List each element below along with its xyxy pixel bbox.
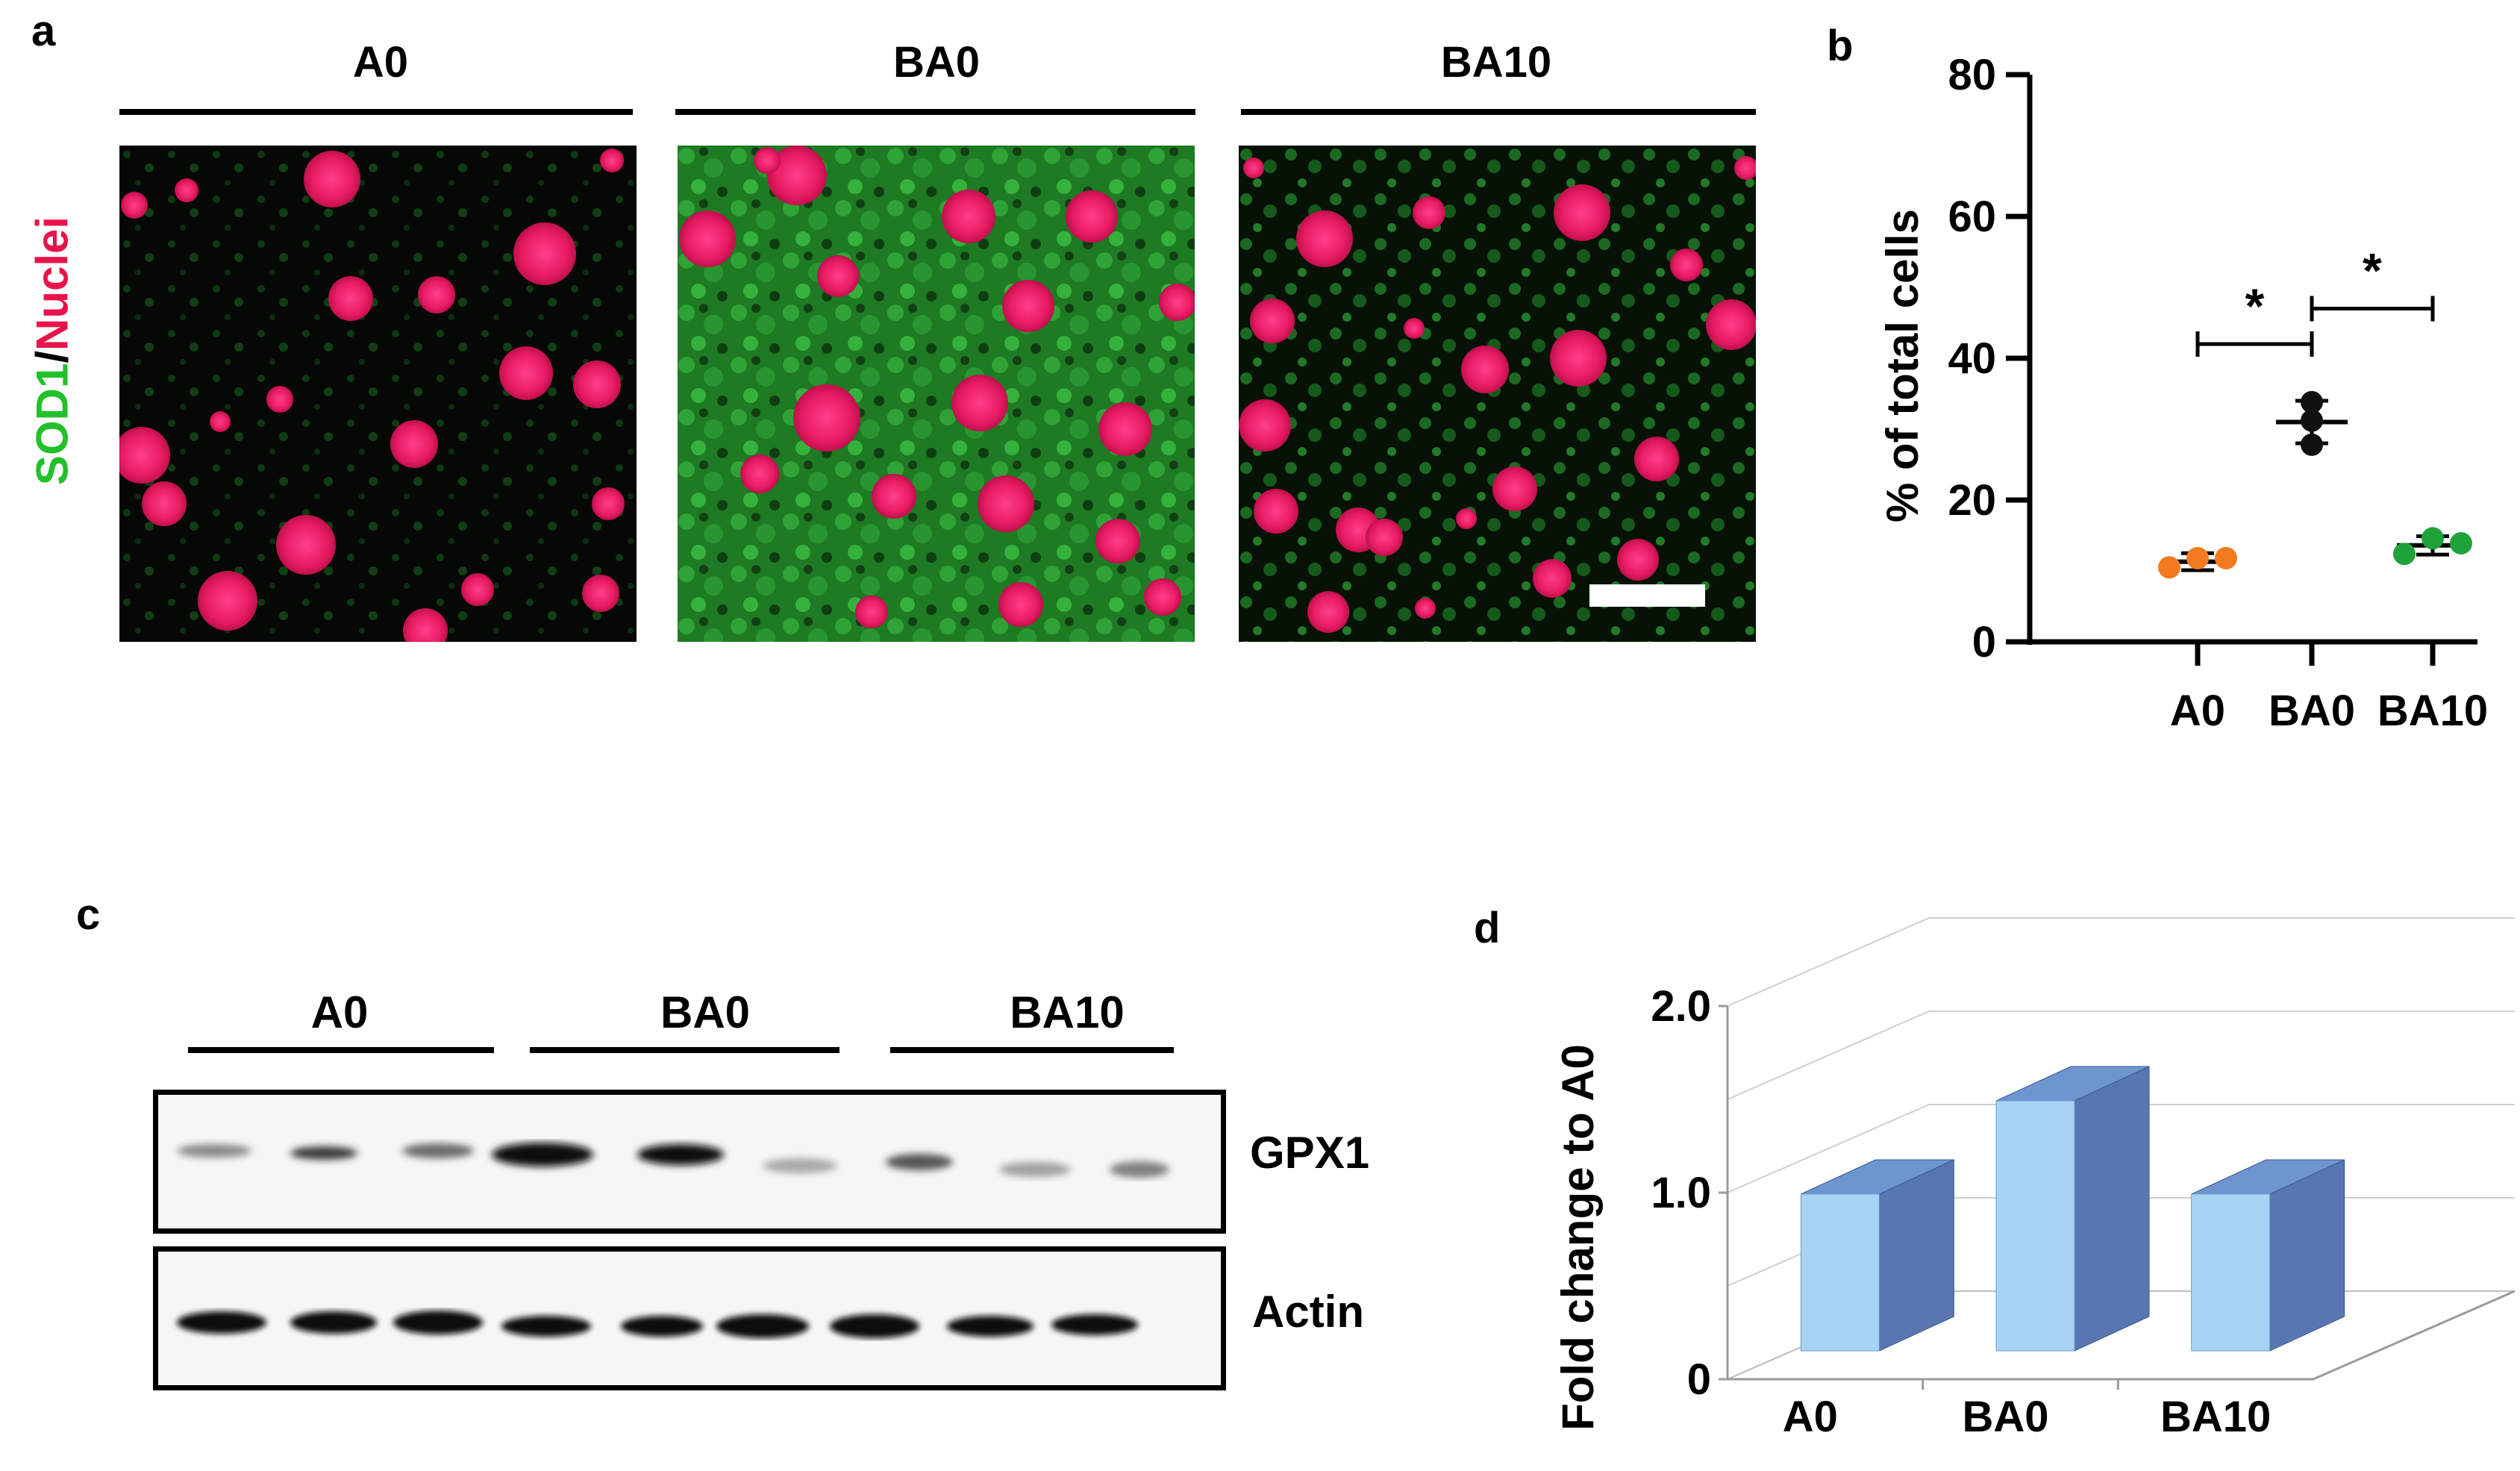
y-tick-label: 80: [1948, 51, 1996, 99]
panel-c-label: c: [76, 890, 101, 939]
y-tick-label: 0: [1687, 1355, 1711, 1404]
panel-a-rule-a0: [119, 109, 633, 115]
panel-c-rule-ba0: [530, 1047, 840, 1053]
bar-front: [1995, 1100, 2075, 1352]
panel-c-rule-ba10: [890, 1047, 1174, 1053]
panel-a-title-ba0: BA0: [892, 38, 981, 87]
blot-label-actin: Actin: [1252, 1287, 1364, 1337]
ylabel-nuclei: Nuclei: [27, 216, 78, 351]
x-tick-label: BA10: [2377, 687, 2488, 735]
data-point: [2421, 527, 2444, 550]
panel-c-title-ba0: BA0: [660, 987, 751, 1037]
panel-d-chart: 0 1.0 2.0 Fold change to A0 A0 BA0 BA10: [1553, 917, 2515, 1441]
data-point: [2186, 546, 2209, 569]
bar-front: [2191, 1193, 2271, 1352]
panel-a-label: a: [31, 7, 56, 55]
y-tick-label: 20: [1948, 476, 1996, 525]
ylabel-slash: /: [27, 351, 78, 363]
panel-c-title-a0: A0: [310, 987, 369, 1037]
panel-b-label: b: [1827, 22, 1854, 70]
micrograph-ba0: [678, 146, 1195, 642]
y-tick-label: 60: [1948, 193, 1996, 241]
panel-b-chart: 0 20 40 60 80 A0 BA0 BA10 % of total cells * *: [1878, 51, 2488, 735]
blot-gpx1: [153, 1090, 1226, 1234]
y-axis-label: Fold change to A0: [1553, 1044, 1603, 1431]
micrograph-ba10: [1239, 146, 1756, 642]
ylabel-sod1: SOD1: [27, 363, 78, 486]
panel-c-rule-a0: [188, 1047, 494, 1053]
x-tick-label: BA0: [2269, 687, 2355, 735]
panel-a-rule-ba10: [1241, 109, 1756, 115]
micrograph-a0: [119, 146, 637, 642]
data-point: [2301, 433, 2323, 456]
data-point: [2158, 556, 2180, 579]
y-tick-label: 2.0: [1651, 982, 1711, 1031]
y-tick-label: 40: [1948, 334, 1996, 383]
blot-actin: [153, 1246, 1226, 1390]
data-point: [2393, 543, 2416, 566]
data-point: [2450, 531, 2472, 555]
x-tick-label: A0: [1783, 1393, 1838, 1441]
y-tick-label: 1.0: [1651, 1169, 1711, 1217]
x-tick-label: A0: [2170, 687, 2225, 735]
blot-label-gpx1: GPX1: [1250, 1128, 1370, 1178]
y-axis-label: % of total cells: [1878, 209, 1927, 522]
significance-marker: *: [2245, 278, 2265, 334]
data-point: [2215, 546, 2237, 569]
panel-c-title-ba10: BA10: [1010, 987, 1125, 1037]
data-point: [2301, 390, 2323, 413]
scale-bar: [1589, 584, 1705, 607]
panel-a-rule-ba0: [675, 109, 1195, 115]
panel-d-label: d: [1474, 904, 1501, 952]
y-tick-label: 0: [1972, 618, 1996, 666]
panel-a-title-ba10: BA10: [1440, 38, 1552, 87]
depth-axis: [2313, 1290, 2515, 1381]
gridline: [1727, 917, 2515, 1007]
significance-marker: *: [2363, 243, 2382, 299]
gridline: [1727, 1011, 2515, 1100]
bar-side: [2074, 1066, 2150, 1352]
gridline: [1727, 1104, 2515, 1193]
panel-a-ylabel: SOD1/Nuclei: [22, 134, 82, 567]
bar-front: [1800, 1193, 1880, 1352]
x-tick-label: BA10: [2160, 1393, 2271, 1441]
x-tick-label: BA0: [1962, 1393, 2048, 1441]
panel-a-title-a0: A0: [352, 38, 409, 87]
data-point: [2301, 409, 2323, 432]
